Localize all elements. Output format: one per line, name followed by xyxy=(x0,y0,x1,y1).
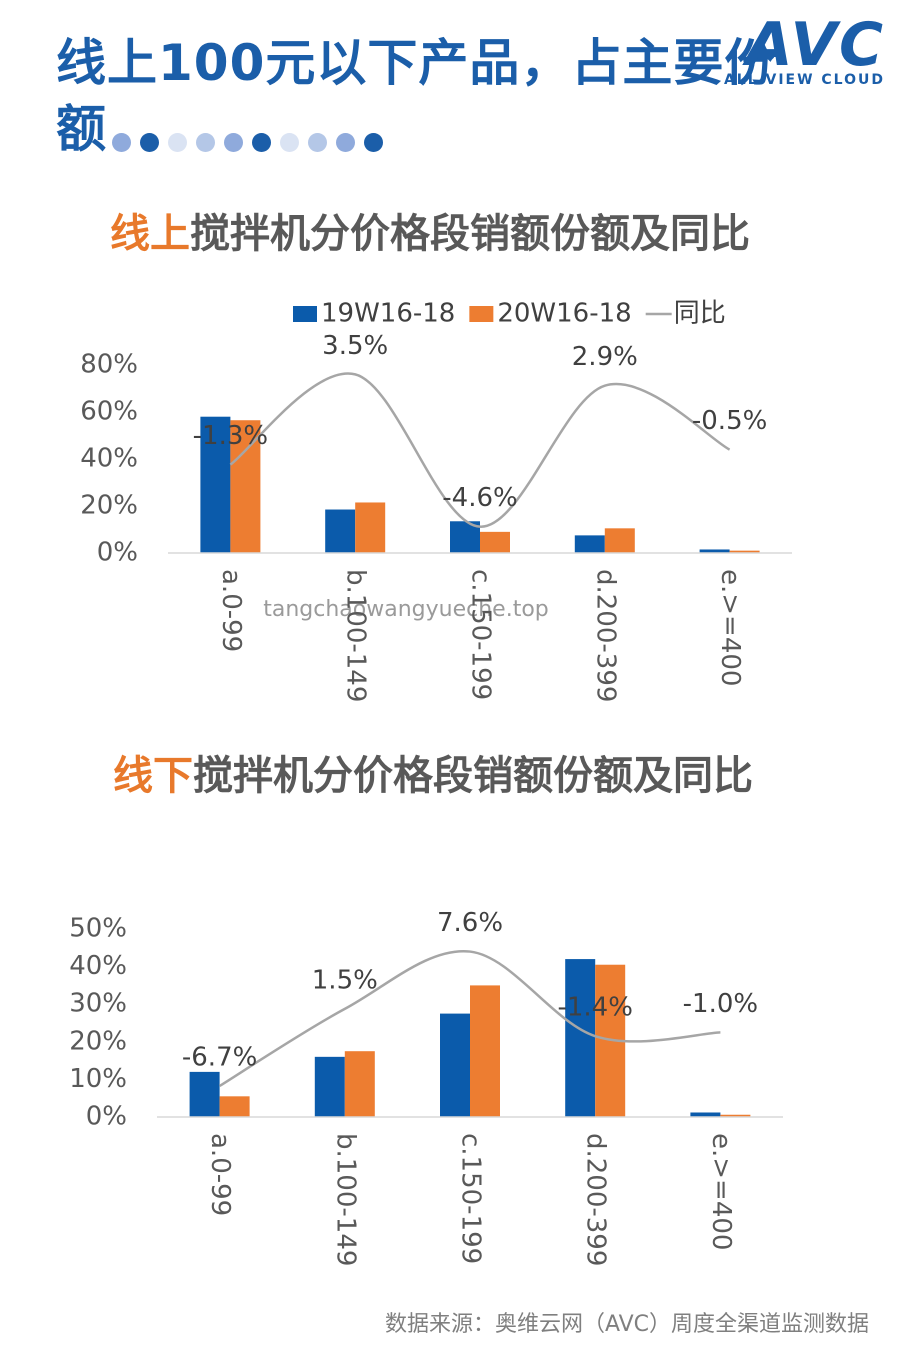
data-label: -4.6% xyxy=(442,483,517,513)
x-tick-label: e.>=400 xyxy=(715,569,745,686)
chart-title: 线上搅拌机分价格段销额份额及同比 xyxy=(110,211,750,257)
watermark: tangchaowangyueche.top xyxy=(263,597,549,622)
data-label: -1.3% xyxy=(193,421,268,451)
page-title: 线上100元以下产品，占主要份额 xyxy=(56,34,776,158)
bar xyxy=(314,1056,345,1117)
bar xyxy=(200,416,231,553)
y-tick-label: 80% xyxy=(80,350,138,380)
x-tick-label: c.150-199 xyxy=(466,569,496,700)
data-label: -1.0% xyxy=(683,989,758,1019)
bar xyxy=(325,509,356,553)
bar xyxy=(355,502,386,553)
data-label: 7.6% xyxy=(437,908,503,938)
y-tick-label: 0% xyxy=(86,1102,127,1132)
bar xyxy=(230,420,261,553)
footer-source: 数据来源：奥维云网（AVC）周度全渠道监测数据 xyxy=(384,1312,869,1337)
bar xyxy=(565,959,596,1117)
bar xyxy=(720,1114,751,1117)
bar xyxy=(470,985,500,1117)
data-label: 1.5% xyxy=(312,965,378,995)
data-label: 3.5% xyxy=(322,331,388,361)
y-tick-label: 50% xyxy=(69,914,127,944)
chart-title-main: 搅拌机分价格段销额份额及同比 xyxy=(193,753,753,799)
data-label: 2.9% xyxy=(572,342,638,372)
trend-line xyxy=(229,372,731,528)
y-tick-label: 0% xyxy=(97,538,138,568)
logo-text: AVC xyxy=(746,10,885,80)
bar xyxy=(189,1071,220,1117)
y-tick-label: 20% xyxy=(69,1026,127,1056)
y-tick-label: 40% xyxy=(69,951,127,981)
legend-label: 同比 xyxy=(674,299,726,329)
data-label: -6.7% xyxy=(182,1042,257,1072)
bar xyxy=(344,1051,375,1117)
trend-line xyxy=(218,950,721,1088)
logo: AVC ALL VIEW CLOUD xyxy=(724,14,885,88)
bar xyxy=(480,531,510,553)
y-tick-label: 60% xyxy=(80,397,138,427)
bar xyxy=(729,550,760,553)
y-tick-label: 10% xyxy=(69,1064,127,1094)
bar xyxy=(699,549,730,553)
x-tick-label: d.200-399 xyxy=(590,569,620,702)
x-tick-label: b.100-149 xyxy=(341,569,371,702)
logo-subtitle: ALL VIEW CLOUD xyxy=(723,72,885,88)
bar xyxy=(604,528,635,553)
bar xyxy=(219,1096,250,1117)
decor-dots xyxy=(112,133,383,152)
legend-label: 19W16-18 xyxy=(321,299,455,329)
data-label: -1.4% xyxy=(557,993,632,1023)
legend-label: 20W16-18 xyxy=(497,299,631,329)
x-tick-label: e.>=400 xyxy=(706,1133,736,1250)
chart-title: 线下搅拌机分价格段销额份额及同比 xyxy=(113,753,753,799)
bar xyxy=(574,535,605,553)
bar xyxy=(440,1013,470,1117)
y-tick-label: 40% xyxy=(80,444,138,474)
y-tick-label: 20% xyxy=(80,491,138,521)
x-tick-label: d.200-399 xyxy=(581,1133,611,1266)
x-tick-label: a.0-99 xyxy=(205,1133,235,1216)
x-tick-label: c.150-199 xyxy=(456,1133,486,1264)
chart-title-main: 搅拌机分价格段销额份额及同比 xyxy=(190,211,750,257)
y-tick-label: 30% xyxy=(69,989,127,1019)
chart-title-prefix: 线上 xyxy=(110,211,190,257)
data-label: -0.5% xyxy=(692,406,767,436)
legend-swatch xyxy=(293,306,317,322)
legend-swatch xyxy=(469,306,494,322)
chart-title-prefix: 线下 xyxy=(113,753,193,799)
bar xyxy=(690,1112,721,1117)
x-tick-label: b.100-149 xyxy=(330,1133,360,1266)
x-tick-label: a.0-99 xyxy=(216,569,246,652)
